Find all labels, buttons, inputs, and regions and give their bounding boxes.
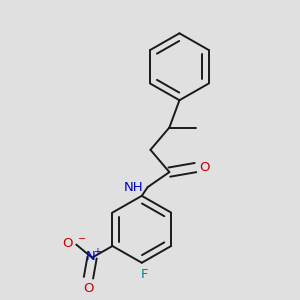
Text: O: O	[199, 161, 210, 174]
Text: NH: NH	[124, 181, 144, 194]
Text: −: −	[78, 234, 86, 244]
Text: +: +	[93, 248, 101, 257]
Text: O: O	[62, 237, 73, 250]
Text: N: N	[86, 250, 95, 263]
Text: O: O	[83, 282, 94, 295]
Text: F: F	[141, 268, 148, 281]
